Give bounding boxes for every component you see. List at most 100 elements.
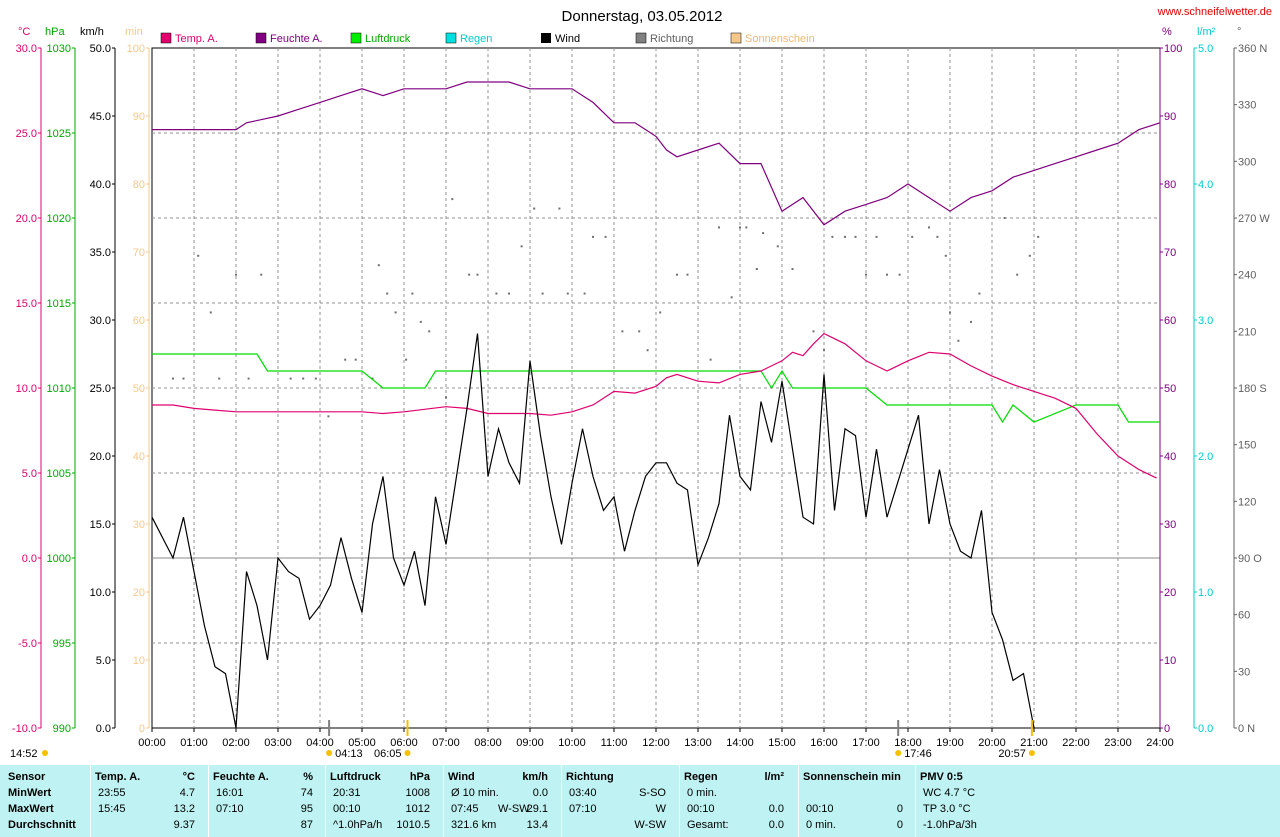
stats-column-title: Wind bbox=[448, 771, 475, 783]
direction-tick-label: 330 bbox=[1238, 100, 1256, 112]
direction-tick-label: 180 S bbox=[1238, 383, 1267, 395]
wind-axis-unit: km/h bbox=[80, 26, 104, 38]
direction-point bbox=[949, 311, 951, 314]
time-tick-label: 03:00 bbox=[264, 737, 292, 749]
wind-tick-label: 0.0 bbox=[96, 723, 111, 735]
direction-point bbox=[182, 377, 185, 380]
stats-time: Gesamt: bbox=[687, 819, 729, 831]
wind-tick-label: 25.0 bbox=[90, 383, 111, 395]
temp-tick-label: -5.0 bbox=[18, 638, 37, 650]
humidity-tick-label: 10 bbox=[1164, 655, 1176, 667]
stats-column-title: Sensor bbox=[8, 771, 46, 783]
rain-tick-label: 2.0 bbox=[1198, 451, 1213, 463]
wind-tick-label: 15.0 bbox=[90, 519, 111, 531]
twilight_start-sun-icon bbox=[326, 750, 333, 756]
chart-title: Donnerstag, 03.05.2012 bbox=[562, 8, 723, 25]
pressure-tick-label: 1005 bbox=[47, 468, 71, 480]
rain-tick-label: 5.0 bbox=[1198, 43, 1213, 55]
direction-point bbox=[354, 358, 357, 361]
pressure-tick-label: 1020 bbox=[47, 213, 71, 225]
legend-swatch-rain bbox=[445, 32, 457, 44]
pressure-tick-label: 995 bbox=[53, 638, 71, 650]
stats-time: 00:10 bbox=[806, 803, 834, 815]
temp-tick-label: 20.0 bbox=[16, 213, 37, 225]
stats-column-separator bbox=[90, 765, 91, 837]
direction-tick-label: 360 N bbox=[1238, 43, 1267, 55]
wind-tick-label: 10.0 bbox=[90, 587, 111, 599]
sun-tick-label: 60 bbox=[133, 315, 145, 327]
humidity-axis-unit: % bbox=[1162, 26, 1172, 38]
stats-column-title: Temp. A. bbox=[95, 771, 141, 783]
humidity-tick-label: 80 bbox=[1164, 179, 1176, 191]
legend-label-rain: Regen bbox=[460, 33, 492, 45]
direction-point bbox=[898, 273, 901, 276]
direction-tick-label: 240 bbox=[1238, 270, 1256, 282]
stats-time: 00:10 bbox=[333, 803, 361, 815]
stats-direction: W-SW bbox=[498, 803, 530, 815]
stats-time: -1.0hPa/3h bbox=[923, 819, 977, 831]
stats-time: Ø 10 min. bbox=[451, 787, 499, 799]
direction-tick-label: 210 bbox=[1238, 326, 1256, 338]
stats-column-separator bbox=[325, 765, 326, 837]
time-tick-label: 02:00 bbox=[222, 737, 250, 749]
direction-point bbox=[1003, 217, 1006, 219]
direction-tick-label: 300 bbox=[1238, 156, 1256, 168]
humidity-tick-label: 40 bbox=[1164, 451, 1176, 463]
direction-tick-label: 120 bbox=[1238, 496, 1256, 508]
sun-tick-label: 0 bbox=[139, 723, 145, 735]
stats-value: 0.0 bbox=[768, 803, 784, 815]
wind-tick-label: 5.0 bbox=[96, 655, 111, 667]
direction-point bbox=[445, 396, 447, 399]
time-tick-label: 04:00 bbox=[306, 737, 334, 749]
pressure-tick-label: 1025 bbox=[47, 128, 71, 140]
legend-label-humidity: Feuchte A. bbox=[270, 33, 323, 45]
direction-point bbox=[566, 292, 569, 295]
time-tick-label: 15:00 bbox=[768, 737, 796, 749]
direction-point bbox=[854, 235, 857, 238]
stats-column-separator bbox=[443, 765, 444, 837]
stats-time: 03:40 bbox=[569, 787, 597, 799]
stats-column-unit: °C bbox=[182, 771, 195, 783]
time-tick-label: 19:00 bbox=[936, 737, 964, 749]
stats-value: W bbox=[655, 803, 666, 815]
stats-value: 1010.5 bbox=[396, 819, 430, 831]
time-tick-label: 11:00 bbox=[601, 737, 628, 749]
twilight_end-sun-icon bbox=[1028, 750, 1035, 756]
time-tick-label: 10:00 bbox=[558, 737, 586, 749]
website-label[interactable]: www.schneifelwetter.de bbox=[1157, 6, 1272, 18]
stats-column-title: Richtung bbox=[566, 771, 614, 783]
temperature-line bbox=[152, 332, 1157, 479]
stats-value: 9.37 bbox=[173, 819, 195, 831]
stats-column-separator bbox=[798, 765, 799, 837]
direction-point bbox=[377, 264, 380, 267]
direction-point bbox=[730, 296, 733, 299]
direction-point bbox=[541, 292, 544, 295]
sunset-label: 17:46 bbox=[904, 748, 932, 760]
statistics-panel: Sensor MinWert MaxWert Durchschnitt Temp. A.… bbox=[0, 765, 1280, 837]
humidity-tick-label: 20 bbox=[1164, 587, 1176, 599]
direction-point bbox=[970, 320, 972, 323]
stats-time: 0 min. bbox=[806, 819, 836, 831]
wind-tick-label: 50.0 bbox=[90, 43, 111, 55]
stats-time: 321.6 km bbox=[451, 819, 497, 831]
stats-value: 74 bbox=[300, 787, 313, 799]
temp-tick-label: 10.0 bbox=[16, 383, 37, 395]
direction-point bbox=[928, 226, 930, 229]
wind-line bbox=[151, 333, 1035, 729]
direction-point bbox=[209, 311, 212, 314]
sun-tick-label: 80 bbox=[133, 179, 145, 191]
time-tick-label: 14:00 bbox=[726, 737, 754, 749]
direction-point bbox=[755, 268, 758, 270]
direction-point bbox=[476, 273, 479, 276]
stats-time: 20:31 bbox=[333, 787, 361, 799]
legend-swatch-direction bbox=[635, 32, 647, 44]
pressure-tick-label: 1015 bbox=[47, 298, 71, 310]
direction-point bbox=[886, 273, 888, 276]
direction-point bbox=[592, 235, 594, 238]
direction-point bbox=[844, 235, 846, 238]
direction-point bbox=[218, 377, 221, 380]
stats-time: 00:10 bbox=[687, 803, 715, 815]
direction-point bbox=[371, 377, 374, 380]
sun-axis-unit: min bbox=[125, 26, 143, 38]
direction-tick-label: 30 bbox=[1238, 666, 1250, 678]
